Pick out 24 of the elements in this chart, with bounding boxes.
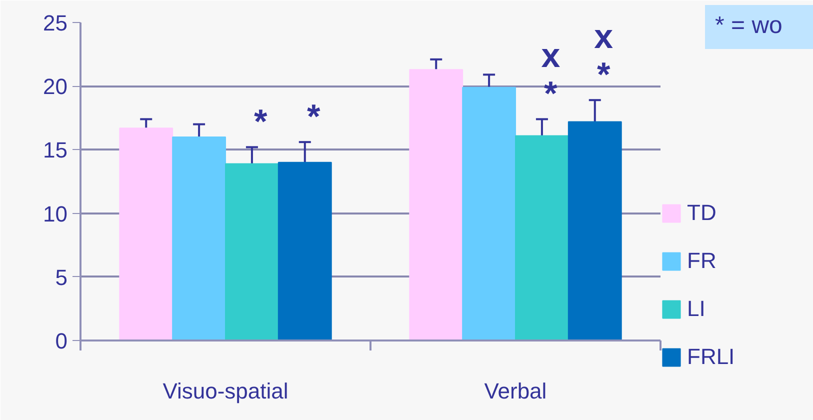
legend-label: FR xyxy=(687,248,716,274)
y-tick-label: 25 xyxy=(43,10,68,36)
x-tick-label: Visuo-spatial xyxy=(162,378,288,404)
bar xyxy=(568,121,622,340)
bar xyxy=(462,86,516,340)
y-tick-label: 10 xyxy=(43,201,68,226)
bar xyxy=(409,69,464,340)
text: * = wo xyxy=(715,11,782,41)
bar xyxy=(119,128,174,340)
data-label: x * xyxy=(594,18,614,94)
bar xyxy=(172,136,226,340)
data-label: * xyxy=(306,98,321,136)
y-tick-label: 0 xyxy=(55,328,68,354)
data-label: * xyxy=(254,103,268,142)
x-tick-label: Verbal xyxy=(484,378,547,404)
bar xyxy=(278,162,332,340)
legend-label: TD xyxy=(687,200,716,226)
bar xyxy=(515,135,569,340)
y-tick-label: 5 xyxy=(55,264,68,290)
legend-label: LI xyxy=(687,296,706,322)
y-tick-label: 15 xyxy=(43,138,68,163)
legend-label: FRLI xyxy=(687,344,735,370)
y-tick-label: 20 xyxy=(43,74,68,100)
bar xyxy=(225,163,279,340)
